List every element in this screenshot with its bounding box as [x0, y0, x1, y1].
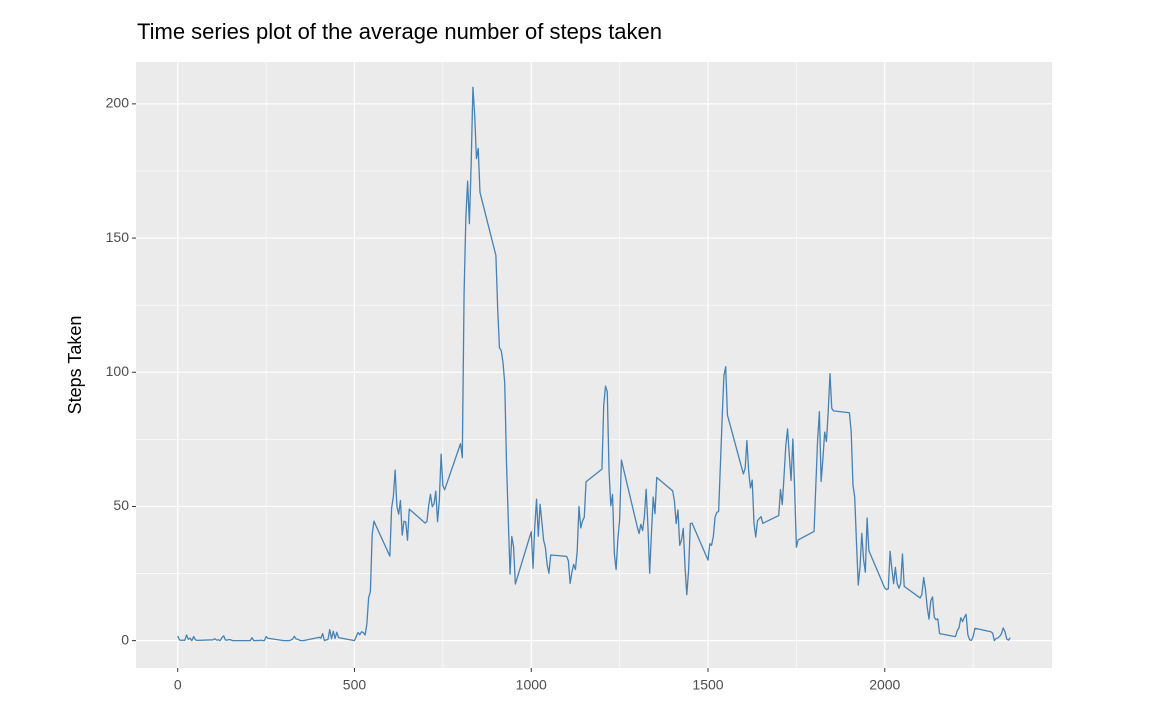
- x-tick-label: 1000: [516, 677, 547, 693]
- y-tick-label: 0: [121, 631, 129, 647]
- y-tick-label: 50: [113, 497, 129, 513]
- y-axis-label: Steps Taken: [65, 316, 85, 415]
- data-line: [177, 86, 1011, 642]
- x-tick-label: 2000: [869, 677, 900, 693]
- y-tick-label: 150: [106, 229, 130, 245]
- plot-panel: [136, 62, 1052, 668]
- y-tick-label: 100: [106, 363, 130, 379]
- x-tick-label: 1500: [692, 677, 723, 693]
- y-tick-label: 200: [106, 95, 130, 111]
- chart-title: Time series plot of the average number o…: [137, 19, 662, 44]
- x-tick-label: 500: [343, 677, 367, 693]
- x-tick-label: 0: [174, 677, 182, 693]
